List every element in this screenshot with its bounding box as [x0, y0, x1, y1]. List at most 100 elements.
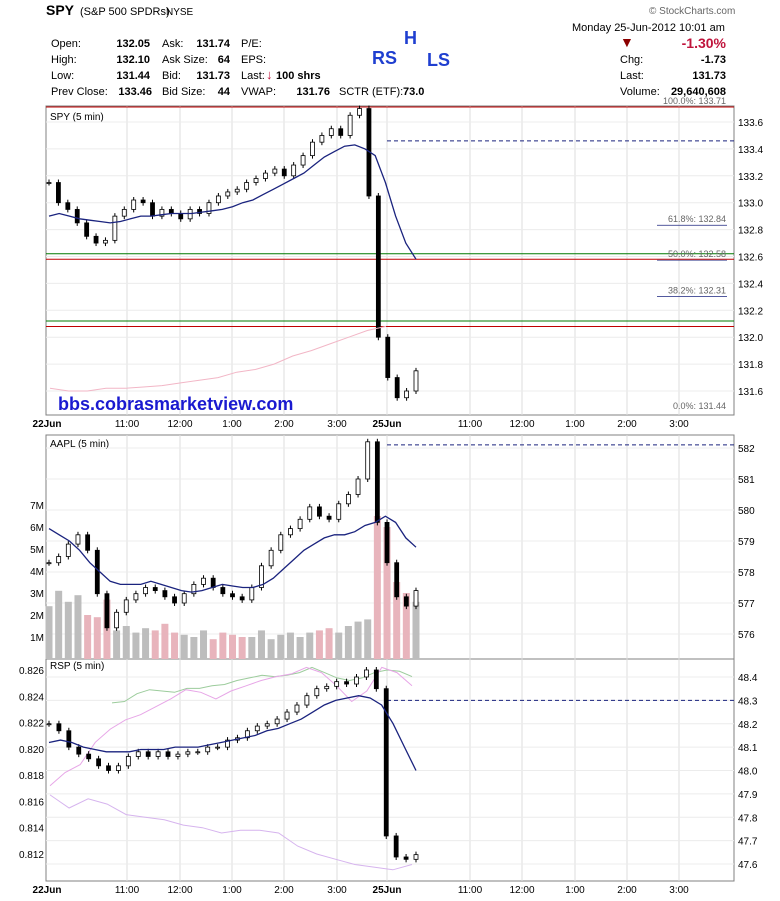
spy-candle-body	[291, 164, 297, 177]
rsp-candle-body	[403, 856, 409, 860]
y-tick-label: 133.6	[738, 118, 763, 129]
rsp-candle-body	[116, 765, 121, 771]
rsp-candle	[344, 678, 349, 688]
aapl-candle	[85, 531, 91, 554]
aapl-candle	[374, 438, 380, 526]
volume-bar	[335, 632, 343, 659]
volume-bar	[122, 626, 130, 659]
spy-candle-body	[197, 209, 202, 214]
aapl-candle	[94, 547, 100, 597]
watermark: © StockCharts.com	[649, 6, 736, 17]
ask-size-value: 64	[217, 54, 230, 66]
volume-tick-label: 4M	[30, 567, 44, 578]
volume-tick-label: 1M	[30, 633, 44, 644]
y-tick-label: 132.6	[738, 253, 763, 264]
spy-candle-body	[347, 114, 353, 136]
annotation-ls: LS	[427, 50, 451, 70]
spy-candle	[244, 179, 250, 193]
spy-candle	[263, 170, 268, 182]
rsp-candle-body	[46, 723, 52, 726]
aapl-candle-body	[288, 528, 293, 536]
aapl-candle-body	[413, 590, 419, 607]
aapl-candle	[46, 559, 52, 566]
aapl-candle-body	[201, 577, 206, 585]
rsp-candle	[225, 737, 230, 751]
rsp-candle	[66, 727, 72, 751]
spy-candle-body	[234, 188, 240, 193]
aapl-candle-body	[384, 522, 390, 564]
rsp-candle-body	[383, 688, 389, 837]
aapl-candle	[181, 590, 187, 606]
x-tick-label: 12:00	[167, 885, 192, 896]
chg-value: -1.73	[700, 54, 726, 66]
aapl-candle-body	[133, 593, 139, 601]
aapl-candle	[413, 587, 419, 610]
rsp-candle-body	[76, 746, 82, 755]
rsp-candle-body	[364, 669, 369, 678]
spy-candle-body	[56, 182, 61, 204]
rsp-candle-body	[284, 711, 290, 720]
rsp-candle	[125, 753, 131, 769]
rsp-candle-body	[86, 753, 92, 760]
aapl-candle	[403, 593, 409, 610]
down-triangle-icon: ▼	[620, 34, 634, 50]
rsp-candle-body	[195, 751, 201, 754]
rsp-candle-body	[175, 753, 181, 757]
aapl-candle	[104, 590, 110, 631]
rsp-candle-body	[393, 835, 399, 858]
rsp-candle-body	[145, 751, 151, 757]
rsp-candle	[413, 851, 419, 863]
rsp-moving-average-line	[48, 695, 417, 771]
volume-bar	[277, 634, 285, 659]
x-tick-label: 3:00	[669, 885, 689, 896]
aapl-candle	[317, 503, 322, 520]
aapl-candle-body	[403, 596, 409, 607]
aapl-candle-body	[230, 593, 235, 598]
y-tick-label: 578	[738, 568, 755, 579]
aapl-candle	[355, 476, 361, 498]
volume-bar	[171, 632, 179, 659]
x-tick-label: 25Jun	[373, 885, 402, 896]
rsp-candle-body	[324, 685, 330, 690]
fib-level-label: 50.0%: 132.58	[668, 249, 726, 259]
spy-candle-body	[131, 199, 137, 210]
x-tick-label: 12:00	[509, 419, 534, 430]
rsp-candle-body	[155, 751, 161, 757]
aapl-candle-body	[65, 543, 71, 557]
spy-candle-body	[404, 390, 409, 399]
x-tick-label: 2:00	[274, 885, 294, 896]
rsp-candle-body	[244, 730, 250, 739]
x-tick-label: 3:00	[327, 419, 347, 430]
volume-bar	[402, 593, 410, 659]
volume-label: Volume:	[620, 86, 660, 98]
rsp-candle-body	[125, 756, 131, 767]
high-label: High:	[51, 54, 77, 66]
aapl-candle-body	[278, 534, 284, 551]
x-tick-label: 11:00	[115, 419, 140, 430]
bid-size-value: 44	[217, 86, 230, 98]
spy-candle	[404, 388, 409, 401]
rsp-candle	[106, 762, 111, 774]
aapl-candle	[201, 575, 206, 588]
volume-bar	[229, 634, 236, 659]
rsp-candle-body	[304, 695, 310, 706]
rsp-candle-body	[334, 681, 340, 687]
spy-candle-body	[263, 172, 268, 179]
fib-level-label: 0.0%: 131.44	[673, 401, 726, 411]
aapl-candle-body	[152, 587, 158, 591]
spy-candle	[84, 219, 90, 240]
x-tick-label: 1:00	[222, 419, 242, 430]
volume-bar	[180, 634, 188, 659]
x-tick-label: 2:00	[274, 419, 294, 430]
spy-candle	[131, 197, 137, 213]
aapl-candle-body	[181, 593, 187, 604]
spy-candle	[121, 206, 127, 220]
aapl-candle	[278, 531, 284, 554]
rsp-candle	[254, 723, 260, 734]
y-tick-label: 581	[738, 475, 755, 486]
volume-tick-label: 2M	[30, 611, 44, 622]
rsp-candle	[393, 832, 399, 860]
ratio-tick-label: 0.822	[19, 719, 44, 730]
rsp-candle	[284, 709, 290, 723]
aapl-candle-body	[365, 441, 371, 480]
